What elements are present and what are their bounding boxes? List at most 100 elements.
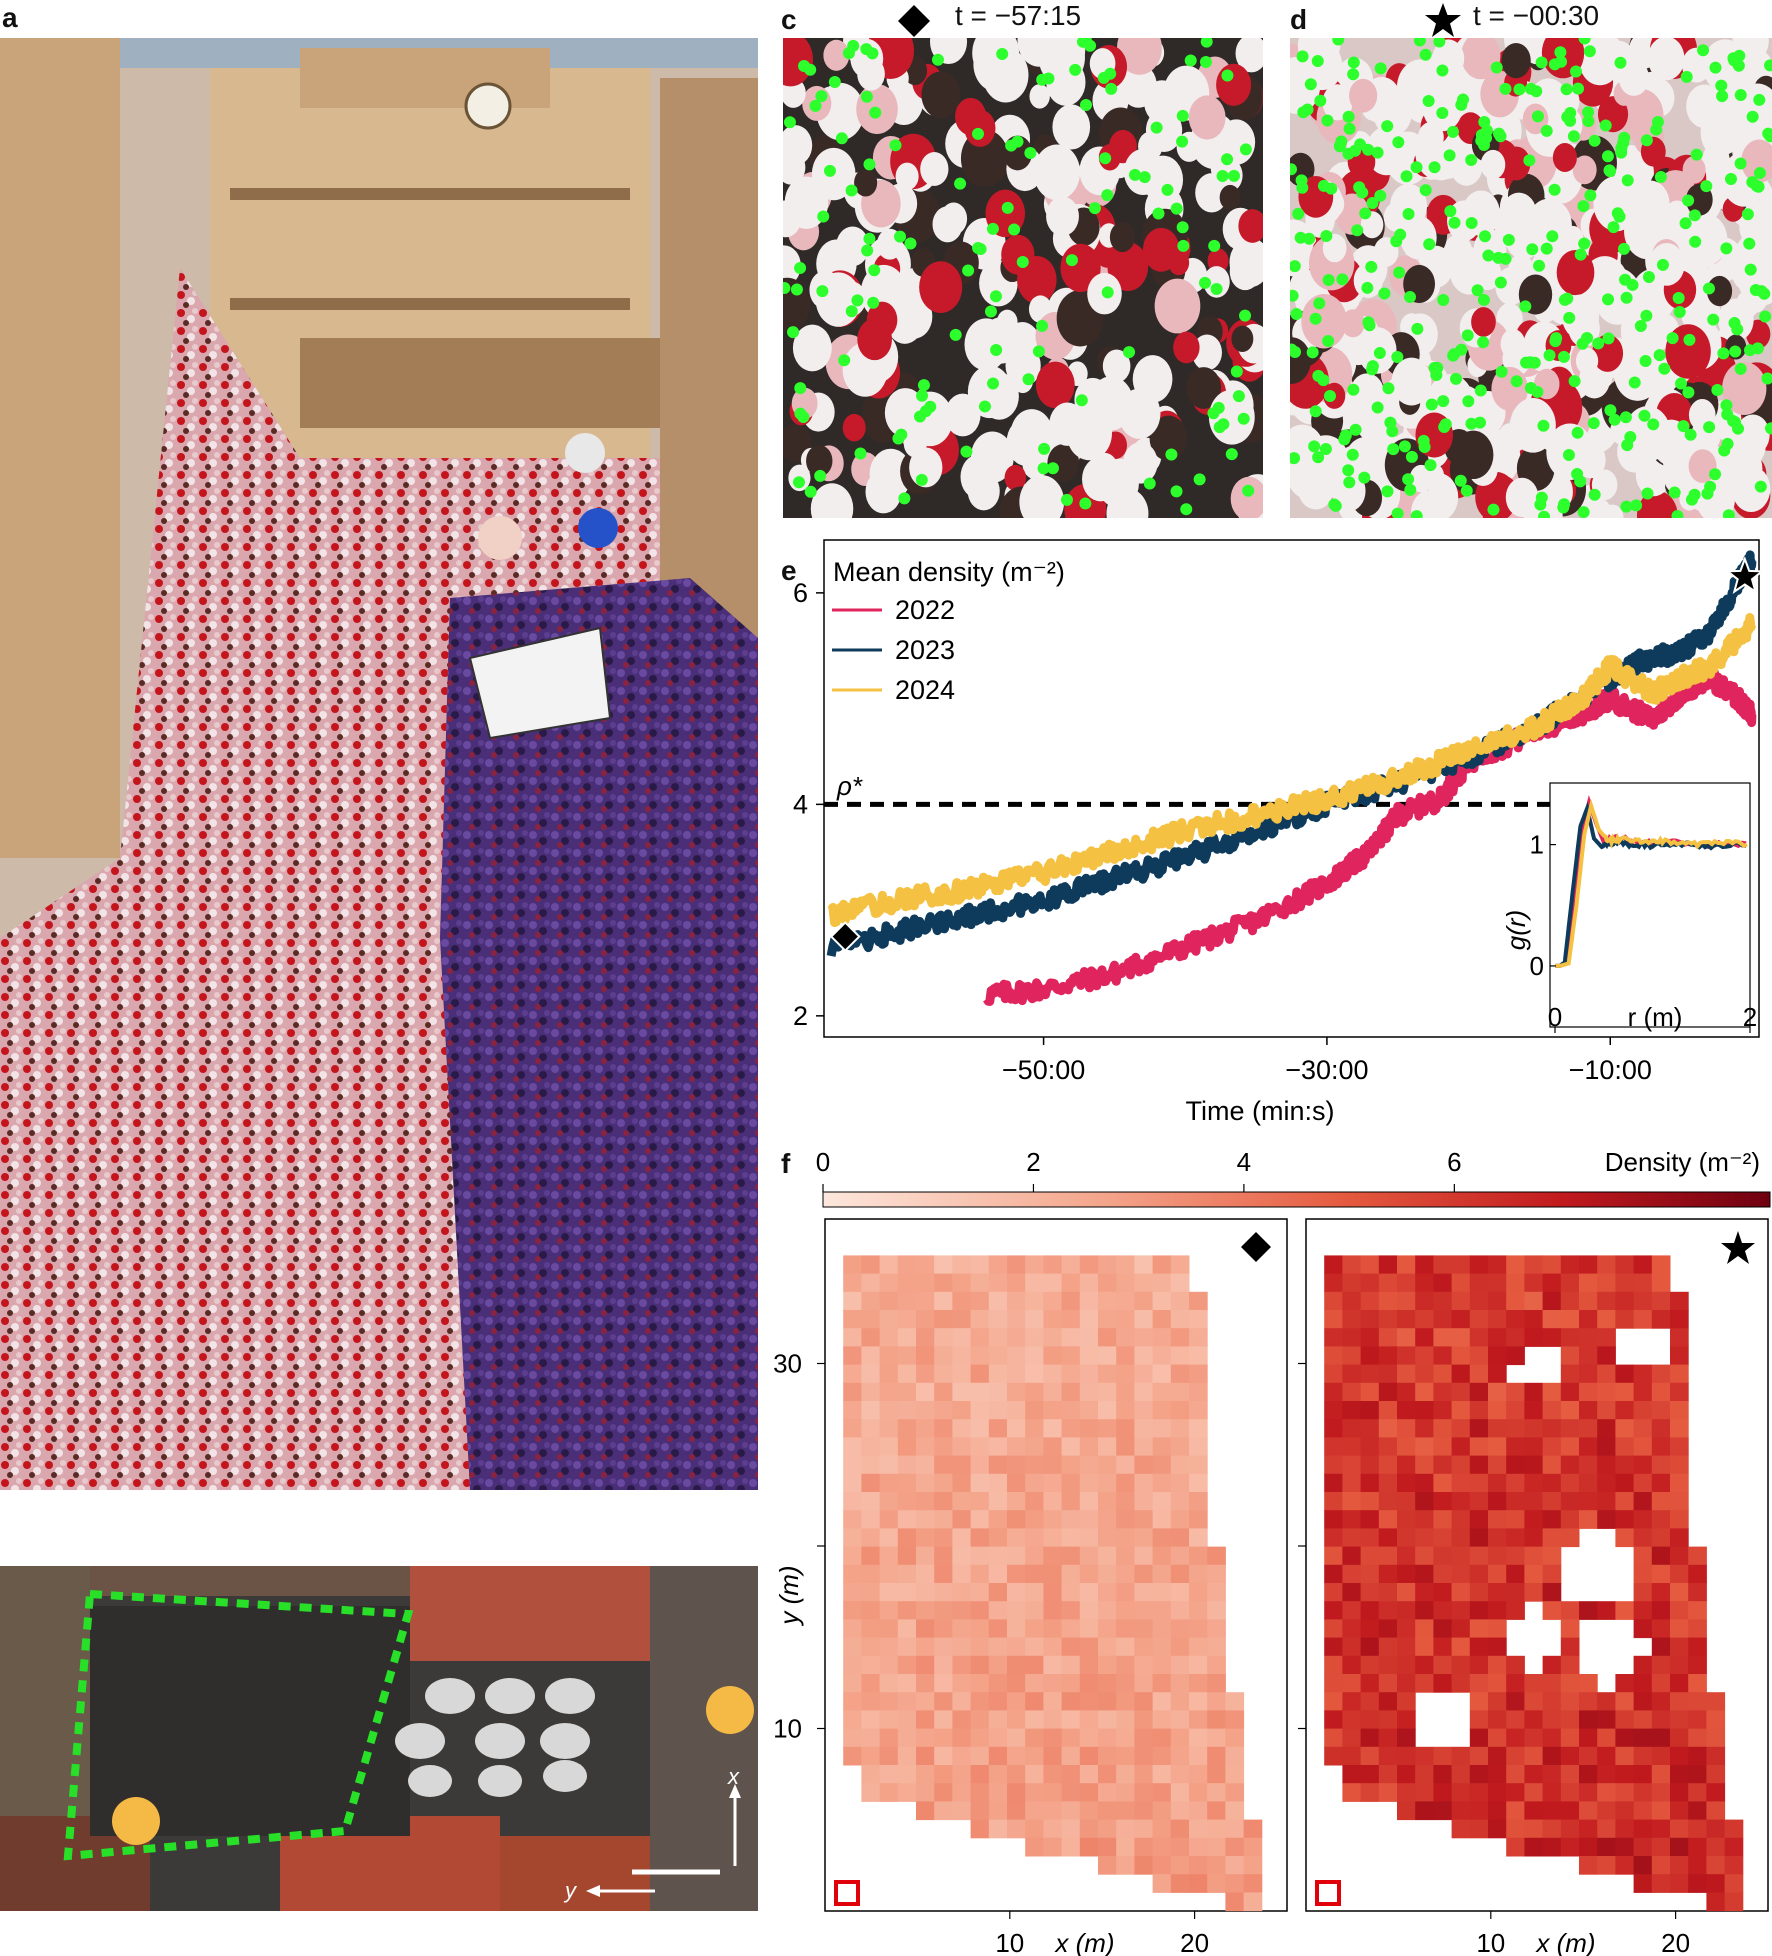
heatmap-cell [1415,1637,1434,1657]
tracked-head-dot [1494,276,1507,289]
person [1186,367,1222,409]
heatmap-cell [1615,1273,1635,1293]
heatmap-cell [916,1601,935,1620]
heatmap-cell [1189,1728,1208,1748]
heatmap-cell [1342,1510,1362,1529]
heatmap-cell [1170,1546,1190,1566]
heatmap-cell [1007,1765,1026,1784]
heatmap-cell [1651,1419,1671,1438]
heatmap-cell [1670,1419,1689,1438]
heatmap-cell [1397,1328,1416,1347]
heatmap-cell [1098,1528,1117,1548]
heatmap-cell [1342,1546,1362,1566]
heatmap-cell [1542,1273,1562,1293]
heatmap-cell [1597,1328,1616,1347]
heatmap-cell [1098,1255,1117,1275]
heatmap-cell [1043,1692,1063,1711]
heatmap-cell [1542,1310,1562,1329]
heatmap-cell [897,1528,917,1548]
person [806,444,833,477]
heatmap-cell [1007,1328,1026,1347]
heatmap-cell [861,1310,881,1329]
heatmap-cell [1433,1546,1453,1566]
heatmap-cell [1079,1346,1099,1366]
heatmap-cell [1189,1837,1208,1857]
tracked-head-dot [1011,135,1024,148]
tracked-head-dot [804,485,817,498]
tracked-head-dot [1620,291,1633,304]
chart-star-marker [1724,556,1765,594]
heatmap-cell [1542,1674,1562,1693]
heatmap-cell [1025,1619,1044,1639]
tracked-head-dot [854,447,867,460]
tracked-head-dot [1465,153,1478,166]
tracked-head-dot [1342,147,1355,160]
heatmap-cell [1378,1455,1398,1475]
tracked-head-dot [1311,55,1324,68]
heatmap-cell [1488,1419,1507,1438]
tracked-head-dot [1237,412,1250,425]
heatmap-cell [1633,1273,1653,1293]
tracked-head-dot [1546,230,1559,243]
person [842,413,866,442]
heatmap-cell [1670,1874,1689,1893]
heatmap-cell [1651,1674,1671,1693]
heatmap-cell [1061,1601,1081,1620]
heatmap-cell [843,1419,862,1438]
heatmap-cell [988,1819,1008,1839]
tracked-head-dot [1762,127,1772,140]
tracked-head-dot [842,47,855,60]
heatmap-cell [1651,1619,1671,1639]
heatmap-cell [1670,1328,1689,1347]
heatmap-cell [1189,1455,1208,1475]
heatmap-cell [1152,1364,1172,1384]
heatmap-cell [1397,1619,1416,1639]
heatmap-cell [1043,1783,1063,1802]
tracked-head-dot [1382,382,1395,395]
heatmap-cell [879,1401,899,1420]
heatmap-cell [1134,1273,1154,1293]
heatmap-cell [1633,1564,1653,1584]
heatmap-cell [843,1564,862,1584]
heatmap-cell [1633,1492,1653,1511]
heatmap-cell [1043,1510,1063,1529]
tracked-head-dot [1709,61,1722,74]
heatmap-cell [1560,1619,1580,1639]
heatmap-cell [1615,1837,1635,1857]
panel-label-f: f [781,1148,791,1179]
heatmap-cell [1189,1546,1208,1566]
heatmap-cell [1324,1528,1343,1548]
heatmap-cell [1116,1310,1135,1329]
tracked-head-dot [1123,346,1136,359]
heatmap-cell [988,1746,1008,1766]
tracked-head-dot [1626,278,1639,291]
tracked-head-dot [1495,365,1508,378]
person [1046,196,1079,236]
person [1229,253,1261,291]
heatmap-cell [1433,1364,1453,1384]
tracked-head-dot [845,184,858,197]
tracked-head-dot [1638,409,1651,422]
tracked-head-dot [1290,163,1297,176]
heatmap-x-tick-label: 20 [1180,1928,1209,1956]
heatmap-cell [1415,1655,1434,1675]
heatmap-cell [1079,1837,1099,1857]
panel-d-time-label: t = −00:30 [1473,0,1600,31]
heatmap-cell [1225,1728,1245,1748]
tracked-head-dot [1602,293,1615,306]
heatmap-cell [1524,1783,1544,1802]
heatmap-cell [1061,1765,1081,1784]
heatmap-cell [952,1346,972,1366]
heatmap-cell [1170,1437,1190,1457]
heatmap-cell [1433,1273,1453,1293]
heatmap-cell [897,1583,917,1602]
heatmap-cell [1451,1346,1471,1366]
heatmap-cell [1025,1819,1044,1839]
tracked-head-dot [987,377,1000,390]
tracked-head-dot [1523,154,1536,167]
tracked-head-dot [823,164,836,177]
heatmap-cell [970,1801,990,1821]
heatmap-cell [897,1473,917,1493]
heatmap-cell [1469,1637,1489,1657]
heatmap-cell [1152,1346,1172,1366]
